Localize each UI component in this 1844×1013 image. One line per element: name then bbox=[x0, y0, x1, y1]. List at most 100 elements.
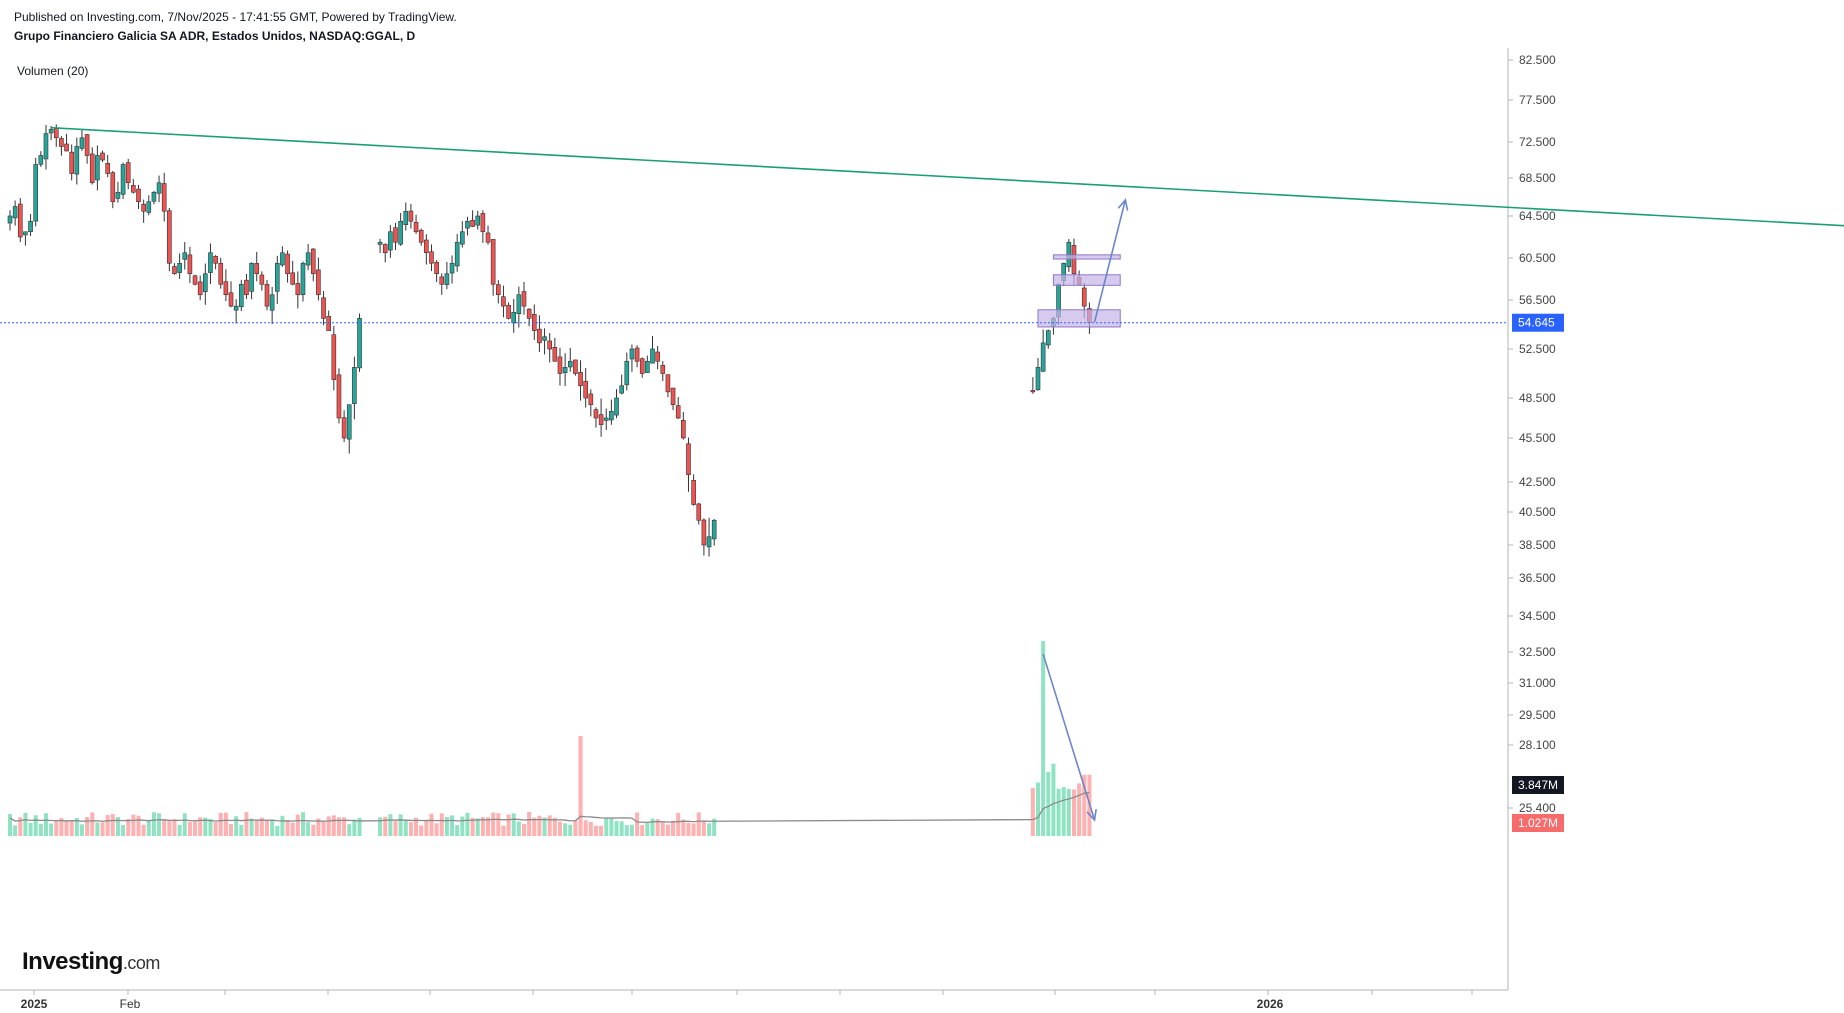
volume-bar bbox=[33, 815, 38, 836]
candle-body bbox=[187, 254, 193, 275]
candle-body bbox=[79, 137, 85, 149]
candle-body bbox=[506, 304, 511, 319]
zone-box bbox=[1052, 274, 1121, 286]
volume-bar bbox=[182, 813, 187, 836]
volume-bar bbox=[573, 820, 578, 836]
logo-suffix: .com bbox=[122, 953, 161, 973]
volume-bar bbox=[444, 816, 449, 836]
volume-bar bbox=[429, 813, 434, 836]
volume-bar bbox=[280, 815, 285, 836]
volume-bar bbox=[151, 812, 156, 836]
candle-body bbox=[7, 215, 13, 224]
candle-body bbox=[321, 297, 326, 319]
candle-body bbox=[156, 182, 162, 194]
candle-body bbox=[547, 340, 553, 350]
candle-body bbox=[609, 411, 614, 421]
candle-body bbox=[629, 348, 635, 360]
volume-bar bbox=[43, 813, 48, 836]
price-tick-label: 68.500 bbox=[1519, 171, 1556, 185]
candle-body bbox=[105, 162, 110, 174]
last-price-tag-bg bbox=[1512, 313, 1564, 332]
volume-bar bbox=[177, 824, 182, 836]
candle-body bbox=[38, 155, 44, 165]
candle-body bbox=[12, 206, 18, 219]
volume-bar bbox=[326, 816, 331, 836]
volume-bar bbox=[239, 824, 244, 836]
volume-bar bbox=[23, 812, 28, 836]
candle-body bbox=[480, 213, 486, 233]
volume-bar bbox=[629, 824, 634, 836]
volume-bar bbox=[542, 817, 547, 836]
candle-body bbox=[490, 239, 496, 285]
volume-bar bbox=[1030, 787, 1035, 836]
volume-bar bbox=[640, 825, 645, 836]
volume-bar bbox=[121, 824, 126, 836]
time-tick-label: 2026 bbox=[1257, 997, 1284, 1011]
candle-body bbox=[1035, 367, 1041, 391]
candle-body bbox=[95, 155, 100, 181]
volume-bar bbox=[650, 818, 655, 836]
price-tick-label: 72.500 bbox=[1519, 135, 1556, 149]
candle-body bbox=[552, 346, 558, 362]
volume-bar bbox=[110, 814, 115, 836]
volume-bar bbox=[115, 817, 120, 836]
volume-bar bbox=[1082, 774, 1087, 836]
volume-bar bbox=[1071, 789, 1076, 836]
volume-bar bbox=[501, 825, 506, 836]
candle-body bbox=[357, 318, 362, 369]
price-tick-label: 34.500 bbox=[1519, 609, 1556, 623]
candle-body bbox=[614, 397, 619, 416]
candle-body bbox=[598, 414, 604, 425]
volume-bar bbox=[357, 817, 362, 836]
volume-bar bbox=[64, 820, 69, 836]
volume-bar bbox=[552, 817, 557, 836]
price-tick-label: 64.500 bbox=[1519, 209, 1556, 223]
candle-body bbox=[300, 262, 306, 295]
price-tick-label: 56.500 bbox=[1519, 293, 1556, 307]
volume-bar bbox=[285, 821, 290, 836]
volume-bar bbox=[13, 825, 18, 836]
candle-body bbox=[346, 404, 352, 440]
candle-body bbox=[398, 220, 403, 245]
candle-body bbox=[711, 519, 717, 540]
volume-bar bbox=[79, 824, 84, 836]
logo-main: Investing bbox=[22, 948, 123, 975]
candle-body bbox=[475, 215, 481, 226]
candle-body bbox=[131, 185, 136, 193]
candle-body bbox=[43, 133, 49, 160]
volume-bar bbox=[218, 812, 223, 836]
volume-bar bbox=[455, 825, 460, 836]
volume-bar bbox=[475, 818, 480, 836]
volume-bar bbox=[203, 817, 208, 836]
candle-body bbox=[578, 372, 583, 387]
chart-header: Published on Investing.com, 7/Nov/2025 -… bbox=[14, 8, 457, 46]
volume-bar bbox=[74, 818, 79, 836]
candle-body bbox=[254, 263, 260, 275]
candle-body bbox=[485, 232, 491, 243]
volume-bar bbox=[146, 819, 151, 836]
candle-body bbox=[470, 219, 475, 227]
candle-body bbox=[1045, 330, 1051, 346]
volume-bar bbox=[532, 817, 537, 836]
volume-bar bbox=[126, 819, 131, 836]
volume-indicator-label: Volumen (20) bbox=[17, 64, 89, 78]
candle-body bbox=[511, 311, 517, 324]
candle-body bbox=[341, 417, 347, 439]
candle-body bbox=[208, 252, 213, 273]
volume-bar bbox=[157, 813, 162, 836]
candle-body bbox=[393, 227, 398, 243]
candle-body bbox=[465, 220, 470, 229]
candle-body bbox=[48, 129, 54, 134]
volume-bar bbox=[198, 817, 203, 836]
volume-bar bbox=[187, 821, 192, 836]
price-tick-label: 28.100 bbox=[1519, 738, 1556, 752]
candle-body bbox=[352, 367, 357, 404]
volume-bar bbox=[557, 821, 562, 836]
time-tick-label: Feb bbox=[120, 997, 141, 1011]
volume-bar bbox=[547, 815, 552, 836]
volume-bar bbox=[486, 817, 491, 836]
volume-bar bbox=[213, 822, 218, 836]
volume-bar bbox=[578, 736, 583, 836]
volume-bar bbox=[1061, 787, 1066, 836]
